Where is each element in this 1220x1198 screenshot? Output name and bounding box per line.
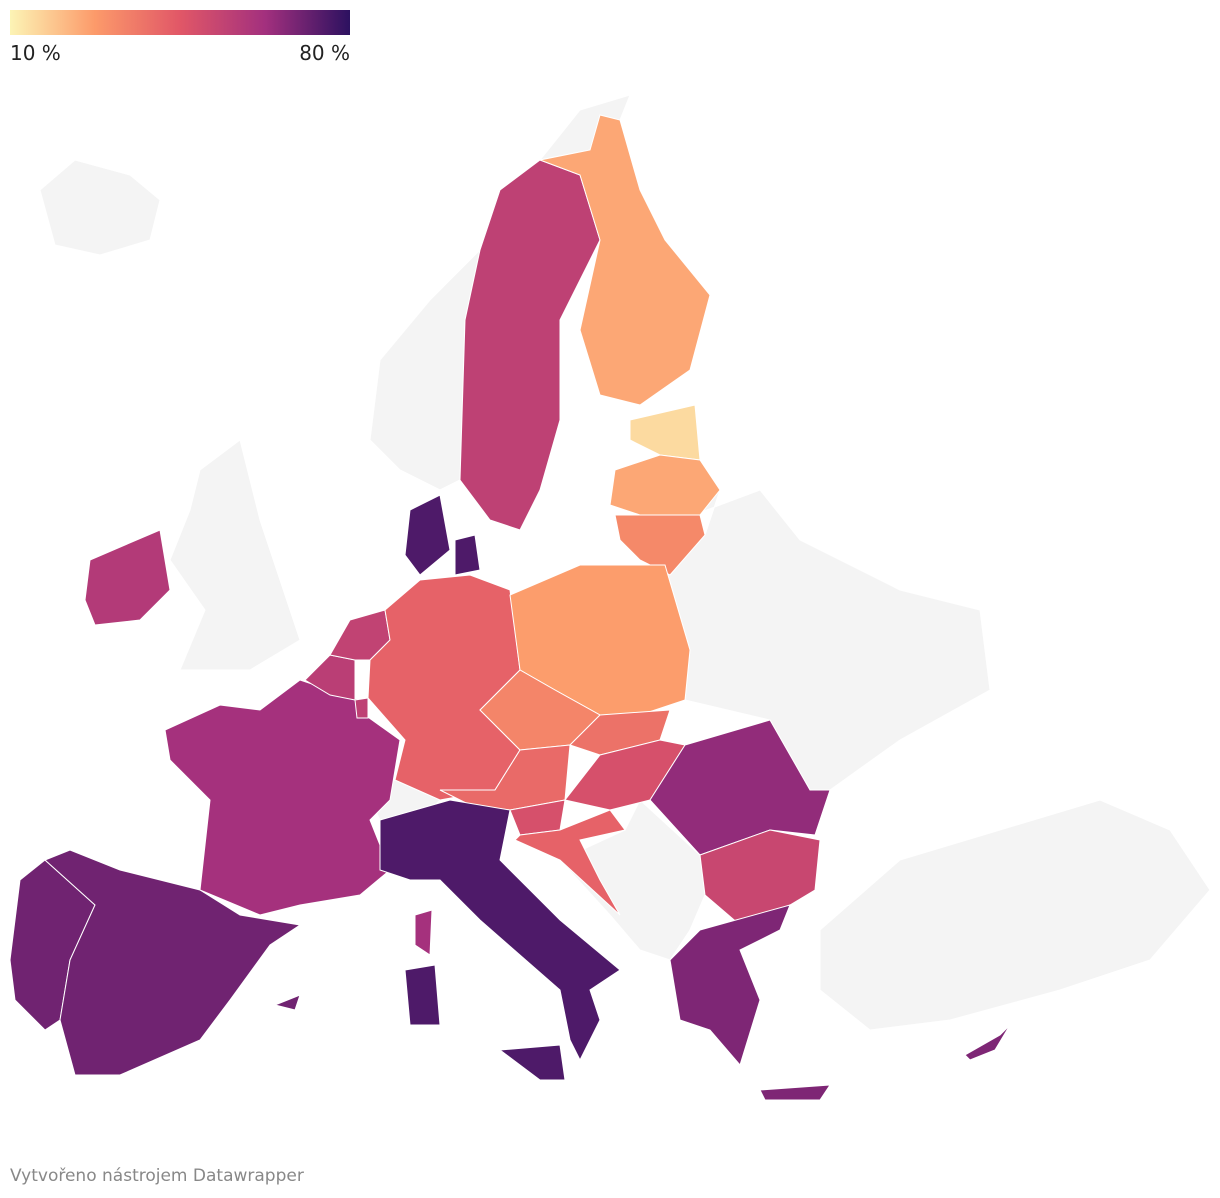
region xyxy=(404,494,481,576)
region xyxy=(669,904,831,1101)
region xyxy=(614,514,706,576)
land xyxy=(169,439,301,671)
region xyxy=(699,829,821,926)
legend-bar xyxy=(10,10,350,35)
region xyxy=(514,809,626,916)
footer: Vytvořeno nástrojem Datawrapper xyxy=(10,1166,304,1186)
region xyxy=(379,799,621,1081)
region xyxy=(964,1024,1011,1061)
region xyxy=(44,849,302,1076)
land xyxy=(39,159,161,256)
region xyxy=(459,159,601,531)
region xyxy=(84,529,171,626)
region xyxy=(538,114,711,406)
land xyxy=(559,799,706,961)
regions xyxy=(9,114,1011,1101)
land xyxy=(819,799,1211,1031)
region xyxy=(354,697,369,719)
region xyxy=(164,679,433,956)
region xyxy=(304,654,356,701)
region xyxy=(629,404,701,461)
region xyxy=(609,454,721,516)
legend-max: 80 % xyxy=(299,41,350,65)
legend-min: 10 % xyxy=(10,41,61,65)
